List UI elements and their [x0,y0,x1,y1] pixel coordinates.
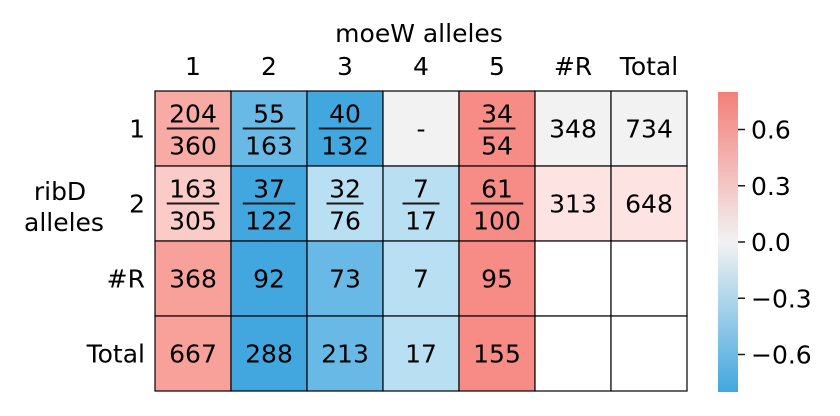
col-label: Total [619,52,678,81]
colorbar-gradient [718,92,738,392]
colorbar-tick-label: 0.6 [751,116,791,145]
cell-denominator: 76 [329,207,361,236]
cell-numerator: 7 [413,175,429,204]
row-axis-label: ribD alleles [24,177,104,237]
row-label: 1 [129,115,145,144]
cell-denominator: 17 [405,207,437,236]
col-label: 1 [185,52,201,81]
row-tick-labels: 1 2 #R Total [86,115,145,369]
row-axis-label-line2: alleles [24,208,104,237]
col-label: 2 [261,52,277,81]
cell-denominator: 122 [245,207,293,236]
cell-numerator: 37 [253,175,285,204]
col-axis-label: moeW alleles [335,19,503,48]
heatmap-cell [535,316,611,391]
col-label: #R [554,52,592,81]
cell-value: 73 [329,265,361,294]
cell-denominator: 100 [473,207,521,236]
cell-numerator: 34 [481,100,513,129]
row-label: #R [107,265,145,294]
cell-value: 92 [253,265,285,294]
heatmap-cell [535,241,611,316]
row-label: Total [86,340,145,369]
row-label: 2 [129,190,145,219]
cell-numerator: 32 [329,175,361,204]
cell-numerator: 40 [329,100,361,129]
cell-numerator: 61 [481,175,513,204]
cell-value: 155 [473,340,521,369]
column-tick-labels: 1 2 3 4 5 #R Total [185,52,678,81]
cell-denominator: 163 [245,132,293,161]
colorbar-tick-label: 0.0 [751,228,791,257]
heatmap-cell [611,241,687,316]
cell-value: 288 [245,340,293,369]
cell-value: 213 [321,340,369,369]
cell-value: 95 [481,265,513,294]
cell-numerator: 204 [169,100,217,129]
cell-value: 667 [169,340,217,369]
cell-value: - [416,115,425,144]
cell-value: 368 [169,265,217,294]
col-label: 4 [413,52,429,81]
colorbar: 0.6 0.3 0.0 −0.3 −0.6 [718,92,812,392]
cell-value: 648 [625,190,673,219]
cell-value: 7 [413,265,429,294]
col-label: 5 [489,52,505,81]
cell-value: 348 [549,115,597,144]
cell-numerator: 163 [169,175,217,204]
cell-numerator: 55 [253,100,285,129]
cell-value: 17 [405,340,437,369]
cell-denominator: 54 [481,132,513,161]
col-label: 3 [337,52,353,81]
cell-denominator: 132 [321,132,369,161]
colorbar-tick-label: −0.6 [751,341,812,370]
cell-denominator: 305 [169,207,217,236]
cell-value: 313 [549,190,597,219]
cell-denominator: 360 [169,132,217,161]
colorbar-tick-label: 0.3 [751,172,791,201]
colorbar-tick-label: −0.3 [751,284,812,313]
heatmap-cells: 204 360 55 163 40 132 - 34 54 348 734 163 305 37 122 32… [155,91,687,391]
cell-value: 734 [625,115,673,144]
colorbar-ticks: 0.6 0.3 0.0 −0.3 −0.6 [738,116,812,370]
heatmap-cell [611,316,687,391]
row-axis-label-line1: ribD [34,177,86,206]
